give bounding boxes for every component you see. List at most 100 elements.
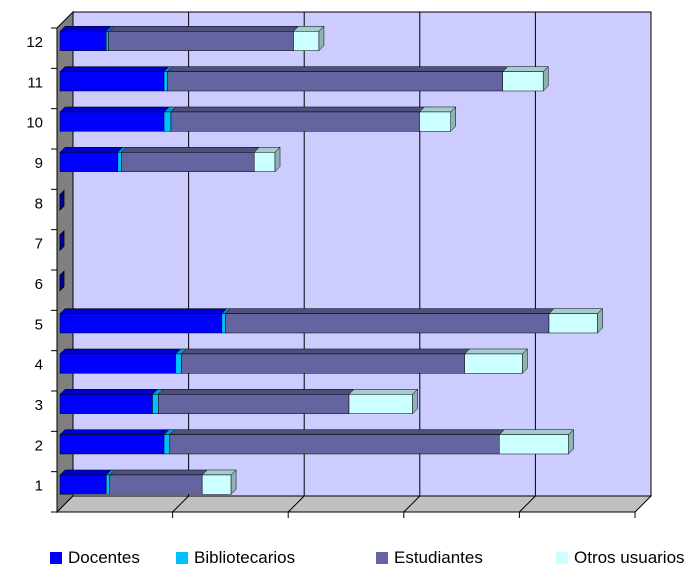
bar-top-otros-usuarios bbox=[348, 389, 419, 395]
bar-top-estudiantes bbox=[180, 348, 471, 355]
bar-top-estudiantes bbox=[157, 389, 355, 395]
bar-top-estudiantes bbox=[169, 429, 505, 435]
bar-segment-bibliotecarios bbox=[163, 71, 168, 92]
bar-segment-estudiantes bbox=[158, 394, 350, 414]
bar-top-docentes bbox=[59, 26, 112, 32]
bar-empty-marker bbox=[59, 189, 65, 211]
bar-empty-marker bbox=[59, 229, 65, 252]
bar-segment-docentes bbox=[59, 394, 153, 414]
bar-segment-bibliotecarios bbox=[163, 111, 172, 132]
bar-end-face bbox=[522, 348, 528, 374]
bar-end-face bbox=[230, 469, 237, 495]
category-label-1: 1 bbox=[35, 478, 43, 495]
bar-segment-docentes bbox=[59, 71, 165, 92]
bar-top-otros-usuarios bbox=[463, 348, 529, 355]
plot-floor bbox=[55, 495, 653, 513]
bar-end-face bbox=[450, 106, 456, 132]
bar-top-docentes bbox=[59, 66, 170, 72]
bar-top-otros-usuarios bbox=[502, 66, 549, 72]
bar-segment-estudiantes bbox=[169, 434, 500, 455]
bar-segment-bibliotecarios bbox=[163, 434, 171, 455]
bar-end-face bbox=[542, 66, 549, 92]
category-label-2: 2 bbox=[35, 437, 43, 454]
legend-swatch-bibliotecarios bbox=[176, 552, 188, 564]
bar-top-estudiantes bbox=[107, 26, 300, 32]
category-label-12: 12 bbox=[26, 34, 43, 51]
legend-label-docentes: Docentes bbox=[68, 548, 140, 567]
category-label-3: 3 bbox=[35, 397, 43, 414]
bar-top-docentes bbox=[59, 147, 124, 153]
legend-label-bibliotecarios: Bibliotecarios bbox=[194, 548, 296, 567]
category-label-7: 7 bbox=[35, 236, 43, 253]
bar-top-docentes bbox=[59, 348, 182, 355]
category-label-4: 4 bbox=[35, 357, 43, 374]
bar-top-docentes bbox=[59, 469, 112, 476]
legend-label-estudiantes: Estudiantes bbox=[394, 548, 483, 567]
floor-gridline bbox=[287, 495, 305, 513]
legend-item-bibliotecarios: Bibliotecarios bbox=[176, 548, 295, 568]
legend-item-otros-usuarios: Otros usuarios bbox=[556, 548, 685, 568]
bar-end-face bbox=[597, 308, 603, 334]
bar-segment-docentes bbox=[59, 353, 176, 374]
bar-segment-docentes bbox=[59, 152, 119, 172]
category-label-6: 6 bbox=[35, 276, 43, 293]
bar-segment-otros-usuarios bbox=[419, 111, 451, 132]
bar-segment-estudiantes bbox=[167, 71, 503, 92]
category-label-8: 8 bbox=[35, 195, 43, 212]
bar-top-estudiantes bbox=[109, 469, 208, 476]
bar-top-docentes bbox=[59, 106, 170, 113]
bar-segment-otros-usuarios bbox=[253, 152, 276, 172]
bar-end-face bbox=[318, 25, 325, 52]
bar-segment-otros-usuarios bbox=[201, 474, 232, 495]
bar-end-face bbox=[274, 146, 281, 173]
bar-segment-estudiantes bbox=[170, 111, 420, 132]
bar-segment-otros-usuarios bbox=[464, 353, 523, 374]
floor-gridline bbox=[519, 495, 536, 513]
category-label-10: 10 bbox=[26, 115, 43, 132]
bar-segment-bibliotecarios bbox=[152, 394, 159, 414]
bar-top-docentes bbox=[59, 389, 159, 395]
category-label-9: 9 bbox=[35, 155, 43, 172]
legend-swatch-docentes bbox=[50, 552, 62, 564]
legend-swatch-estudiantes bbox=[376, 552, 388, 564]
category-label-11: 11 bbox=[27, 74, 43, 91]
bars-group bbox=[59, 25, 604, 495]
bar-segment-estudiantes bbox=[225, 313, 550, 334]
bar-top-estudiantes bbox=[166, 66, 509, 72]
category-label-5: 5 bbox=[35, 316, 43, 333]
bar-top-otros-usuarios bbox=[418, 106, 457, 113]
bar-top-docentes bbox=[59, 308, 228, 314]
bar-segment-otros-usuarios bbox=[499, 434, 569, 455]
bar-segment-docentes bbox=[59, 434, 165, 455]
bar-segment-bibliotecarios bbox=[221, 313, 226, 334]
bar-end-face bbox=[568, 429, 574, 455]
legend-label-otros-usuarios: Otros usuarios bbox=[574, 548, 685, 567]
bar-top-otros-usuarios bbox=[548, 308, 604, 314]
bar-segment-otros-usuarios bbox=[548, 313, 598, 334]
bar-segment-estudiantes bbox=[181, 353, 465, 374]
bar-top-otros-usuarios bbox=[201, 469, 237, 476]
bar-segment-bibliotecarios bbox=[175, 353, 182, 374]
bar-segment-otros-usuarios bbox=[502, 71, 544, 92]
bar-segment-bibliotecarios bbox=[117, 152, 122, 172]
plot-back-wall bbox=[72, 11, 652, 497]
bar-segment-estudiantes bbox=[121, 152, 255, 172]
bar-segment-estudiantes bbox=[109, 474, 203, 495]
bar-segment-docentes bbox=[59, 313, 223, 334]
bar-segment-bibliotecarios bbox=[105, 474, 110, 495]
bar-segment-docentes bbox=[59, 111, 165, 132]
bar-segment-docentes bbox=[59, 474, 107, 495]
bar-top-estudiantes bbox=[120, 147, 260, 153]
bar-segment-estudiantes bbox=[108, 31, 294, 51]
bar-end-face bbox=[412, 388, 418, 415]
legend-item-docentes: Docentes bbox=[50, 548, 140, 568]
chart-frame bbox=[51, 10, 653, 518]
legend-swatch-otros-usuarios bbox=[556, 552, 568, 564]
bar-segment-otros-usuarios bbox=[348, 394, 413, 414]
bar-top-docentes bbox=[59, 429, 170, 435]
bar-segment-docentes bbox=[59, 31, 107, 51]
bar-empty-marker bbox=[59, 270, 65, 292]
bar-segment-bibliotecarios bbox=[105, 31, 109, 51]
